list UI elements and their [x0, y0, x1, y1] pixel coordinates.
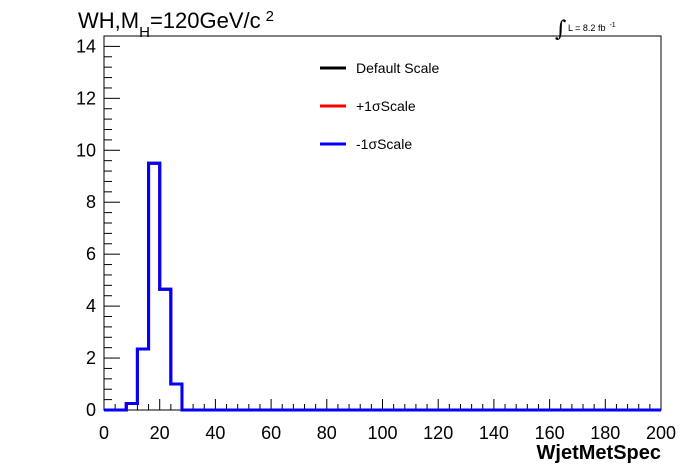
- legend-entry: Default Scale: [356, 60, 439, 76]
- legend-entry: +1σScale: [356, 98, 416, 114]
- chart-title-superscript: 2: [266, 8, 274, 25]
- y-tick-label: 0: [86, 400, 96, 420]
- x-tick-label: 200: [646, 423, 676, 443]
- x-tick-label: 140: [479, 423, 509, 443]
- chart-title-main: WH,M: [78, 8, 139, 33]
- luminosity-superscript: -1: [609, 22, 615, 29]
- x-tick-label: 60: [261, 423, 281, 443]
- x-tick-label: 40: [205, 423, 225, 443]
- y-tick-label: 12: [76, 88, 96, 108]
- chart-title-subscript: H: [139, 24, 150, 41]
- x-tick-label: 180: [590, 423, 620, 443]
- y-tick-label: 14: [76, 36, 96, 56]
- x-tick-label: 120: [423, 423, 453, 443]
- x-tick-label: 80: [317, 423, 337, 443]
- y-tick-label: 8: [86, 192, 96, 212]
- y-tick-label: 2: [86, 348, 96, 368]
- chart-title-rest: =120GeV/c: [150, 8, 261, 33]
- x-tick-label: 0: [99, 423, 109, 443]
- series-layer: [104, 161, 661, 412]
- y-tick-label: 6: [86, 244, 96, 264]
- x-tick-label: 100: [367, 423, 397, 443]
- x-axis-label: WjetMetSpec: [537, 442, 661, 464]
- integral-symbol: ∫: [555, 17, 567, 42]
- legend: Default Scale +1σScale -1σScale: [320, 60, 439, 152]
- x-tick-label: 160: [535, 423, 565, 443]
- legend-entry: -1σScale: [356, 136, 412, 152]
- x-axis: 0 20 40 60 80 100 120 140 160 180 200: [99, 399, 676, 443]
- luminosity-text: L = 8.2 fb -1: [568, 22, 616, 33]
- x-tick-label: 20: [150, 423, 170, 443]
- y-tick-label: 4: [86, 296, 96, 316]
- chart-title: WH,MH=120GeV/c 2: [78, 8, 274, 41]
- y-tick-label: 10: [76, 140, 96, 160]
- series-line-2: [104, 161, 661, 412]
